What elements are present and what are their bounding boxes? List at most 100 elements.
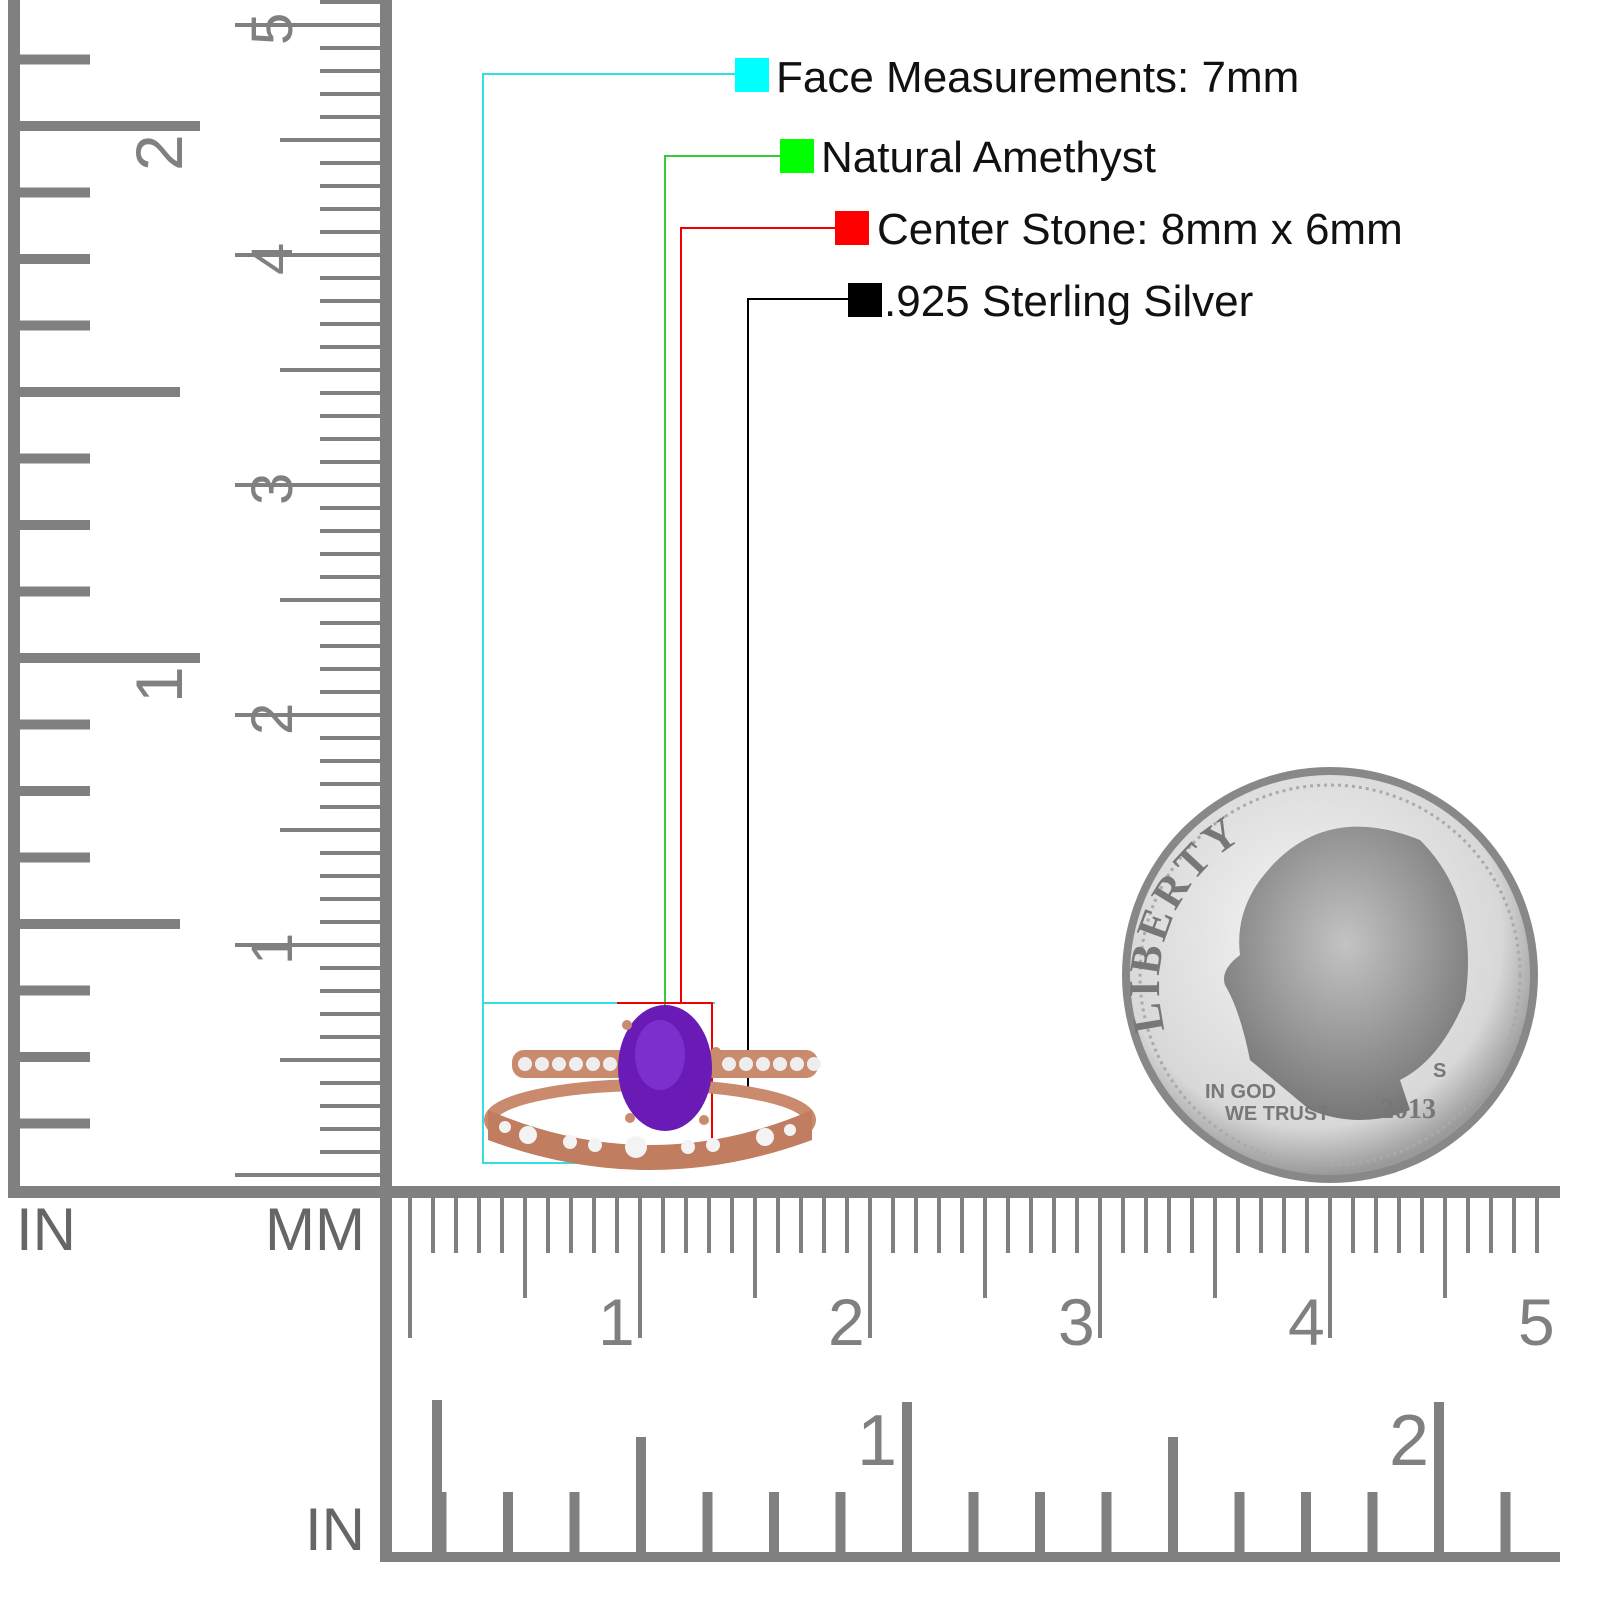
bottom-mm-label: 1 bbox=[598, 1285, 635, 1359]
left-mm-tick bbox=[320, 1081, 380, 1085]
silver-swatch bbox=[848, 283, 882, 317]
bottom-mm-tick bbox=[1121, 1198, 1125, 1253]
bottom-mm-label: 4 bbox=[1288, 1285, 1325, 1359]
left-inch-tick bbox=[20, 187, 90, 198]
left-mm-tick bbox=[320, 782, 380, 786]
bottom-mm-tick bbox=[684, 1198, 688, 1253]
left-mm-tick bbox=[280, 1058, 380, 1062]
left-inch-tick bbox=[20, 320, 90, 331]
bottom-mm-tick bbox=[1351, 1198, 1355, 1253]
pave-stone bbox=[807, 1057, 821, 1071]
left-mm-label: 2 bbox=[240, 703, 305, 735]
left-mm-tick bbox=[320, 92, 380, 96]
left-mm-tick bbox=[320, 966, 380, 970]
left-mm-tick bbox=[320, 46, 380, 50]
bottom-mm-tick bbox=[1098, 1198, 1102, 1338]
bottom-mm-tick bbox=[1420, 1198, 1424, 1253]
left-mm-label: 3 bbox=[240, 473, 305, 505]
left-mm-tick bbox=[320, 276, 380, 280]
left-mm-tick bbox=[235, 23, 380, 27]
left-mm-tick bbox=[235, 483, 380, 487]
center-stone-label: Center Stone: 8mm x 6mm bbox=[877, 205, 1403, 254]
bottom-mm-tick bbox=[960, 1198, 964, 1253]
bottom-mm-tick bbox=[546, 1198, 550, 1253]
bottom-mm-tick bbox=[1236, 1198, 1240, 1253]
bottom-mm-tick bbox=[799, 1198, 803, 1253]
left-mm-tick bbox=[320, 874, 380, 878]
bottom-mm-tick bbox=[868, 1198, 872, 1338]
pave-stone bbox=[586, 1057, 600, 1071]
bottom-mm-tick bbox=[1006, 1198, 1010, 1253]
bottom-mm-label: 3 bbox=[1058, 1285, 1095, 1359]
bottom-mm-tick bbox=[1213, 1198, 1217, 1298]
bottom-mm-tick bbox=[431, 1198, 435, 1253]
bottom-inch-tick bbox=[769, 1492, 779, 1552]
face-measurement-line bbox=[482, 73, 740, 1164]
bottom-inch-tick bbox=[503, 1492, 513, 1552]
left-mm-tick bbox=[320, 736, 380, 740]
left-mm-tick bbox=[320, 345, 380, 349]
pave-stone bbox=[756, 1057, 770, 1071]
coin-year: 2013 bbox=[1380, 1094, 1436, 1125]
bottom-inch-label: 2 bbox=[1389, 1401, 1429, 1481]
left-inch-tick bbox=[20, 919, 180, 929]
dime-coin: LIBERTY IN GOD WE TRUST 2013 S bbox=[1120, 767, 1538, 1183]
bottom-inch-tick bbox=[1101, 1492, 1112, 1552]
bottom-mm-tick bbox=[569, 1198, 573, 1253]
bottom-mm-tick bbox=[1259, 1198, 1263, 1253]
left-mm-tick bbox=[320, 621, 380, 625]
bottom-ruler-base bbox=[380, 1552, 1560, 1562]
bottom-mm-tick bbox=[937, 1198, 941, 1253]
bottom-mm-tick bbox=[707, 1198, 711, 1253]
bottom-mm-tick bbox=[1167, 1198, 1171, 1253]
bottom-mm-tick bbox=[661, 1198, 665, 1253]
pave-stone bbox=[552, 1057, 566, 1071]
left-inch-label: 1 bbox=[122, 666, 196, 703]
left-mm-tick bbox=[280, 828, 380, 832]
left-mm-tick bbox=[235, 1173, 380, 1177]
left-inch-tick bbox=[20, 586, 90, 597]
left-mm-tick bbox=[320, 667, 380, 671]
left-inch-tick bbox=[20, 653, 200, 663]
pave-stone bbox=[790, 1057, 804, 1071]
left-inch-tick bbox=[20, 387, 180, 397]
bottom-mm-tick bbox=[753, 1198, 757, 1298]
left-mm-tick bbox=[320, 644, 380, 648]
left-inch-tick bbox=[20, 453, 90, 464]
left-inch-tick bbox=[20, 985, 90, 996]
pave-stone bbox=[603, 1057, 617, 1071]
left-mm-tick bbox=[320, 391, 380, 395]
left-inch-tick bbox=[20, 121, 200, 131]
left-mm-unit-label: MM bbox=[265, 1196, 365, 1263]
bottom-mm-tick bbox=[1466, 1198, 1470, 1253]
left-mm-tick bbox=[320, 851, 380, 855]
left-inch-tick bbox=[20, 719, 90, 730]
bottom-inch-tick bbox=[1234, 1492, 1245, 1552]
bottom-inch-tick bbox=[968, 1492, 979, 1552]
bottom-mm-tick bbox=[1305, 1198, 1309, 1253]
left-inch-label: 2 bbox=[122, 134, 196, 171]
bottom-inch-label: 1 bbox=[857, 1401, 897, 1481]
left-mm-tick bbox=[320, 529, 380, 533]
silver-label: .925 Sterling Silver bbox=[884, 277, 1254, 326]
pave-stone bbox=[569, 1057, 583, 1071]
bottom-mm-tick bbox=[1397, 1198, 1401, 1253]
left-mm-tick bbox=[320, 115, 380, 119]
bottom-inch-tick bbox=[702, 1492, 713, 1552]
left-mm-tick bbox=[320, 552, 380, 556]
bottom-mm-tick bbox=[1029, 1198, 1033, 1253]
bottom-mm-tick bbox=[638, 1198, 642, 1338]
left-mm-tick bbox=[320, 805, 380, 809]
left-mm-tick bbox=[280, 368, 380, 372]
left-mm-label: 4 bbox=[240, 243, 305, 275]
left-inch-tick bbox=[20, 54, 90, 65]
bottom-inch-tick bbox=[1500, 1492, 1511, 1552]
bottom-inch-tick bbox=[1035, 1492, 1045, 1552]
coin-motto-2: WE TRUST bbox=[1225, 1103, 1329, 1125]
ring-image bbox=[484, 1005, 821, 1170]
amethyst-swatch bbox=[780, 139, 814, 173]
left-ruler-edge bbox=[8, 0, 20, 1195]
bottom-inch-tick bbox=[569, 1492, 580, 1552]
left-mm-tick bbox=[235, 943, 380, 947]
